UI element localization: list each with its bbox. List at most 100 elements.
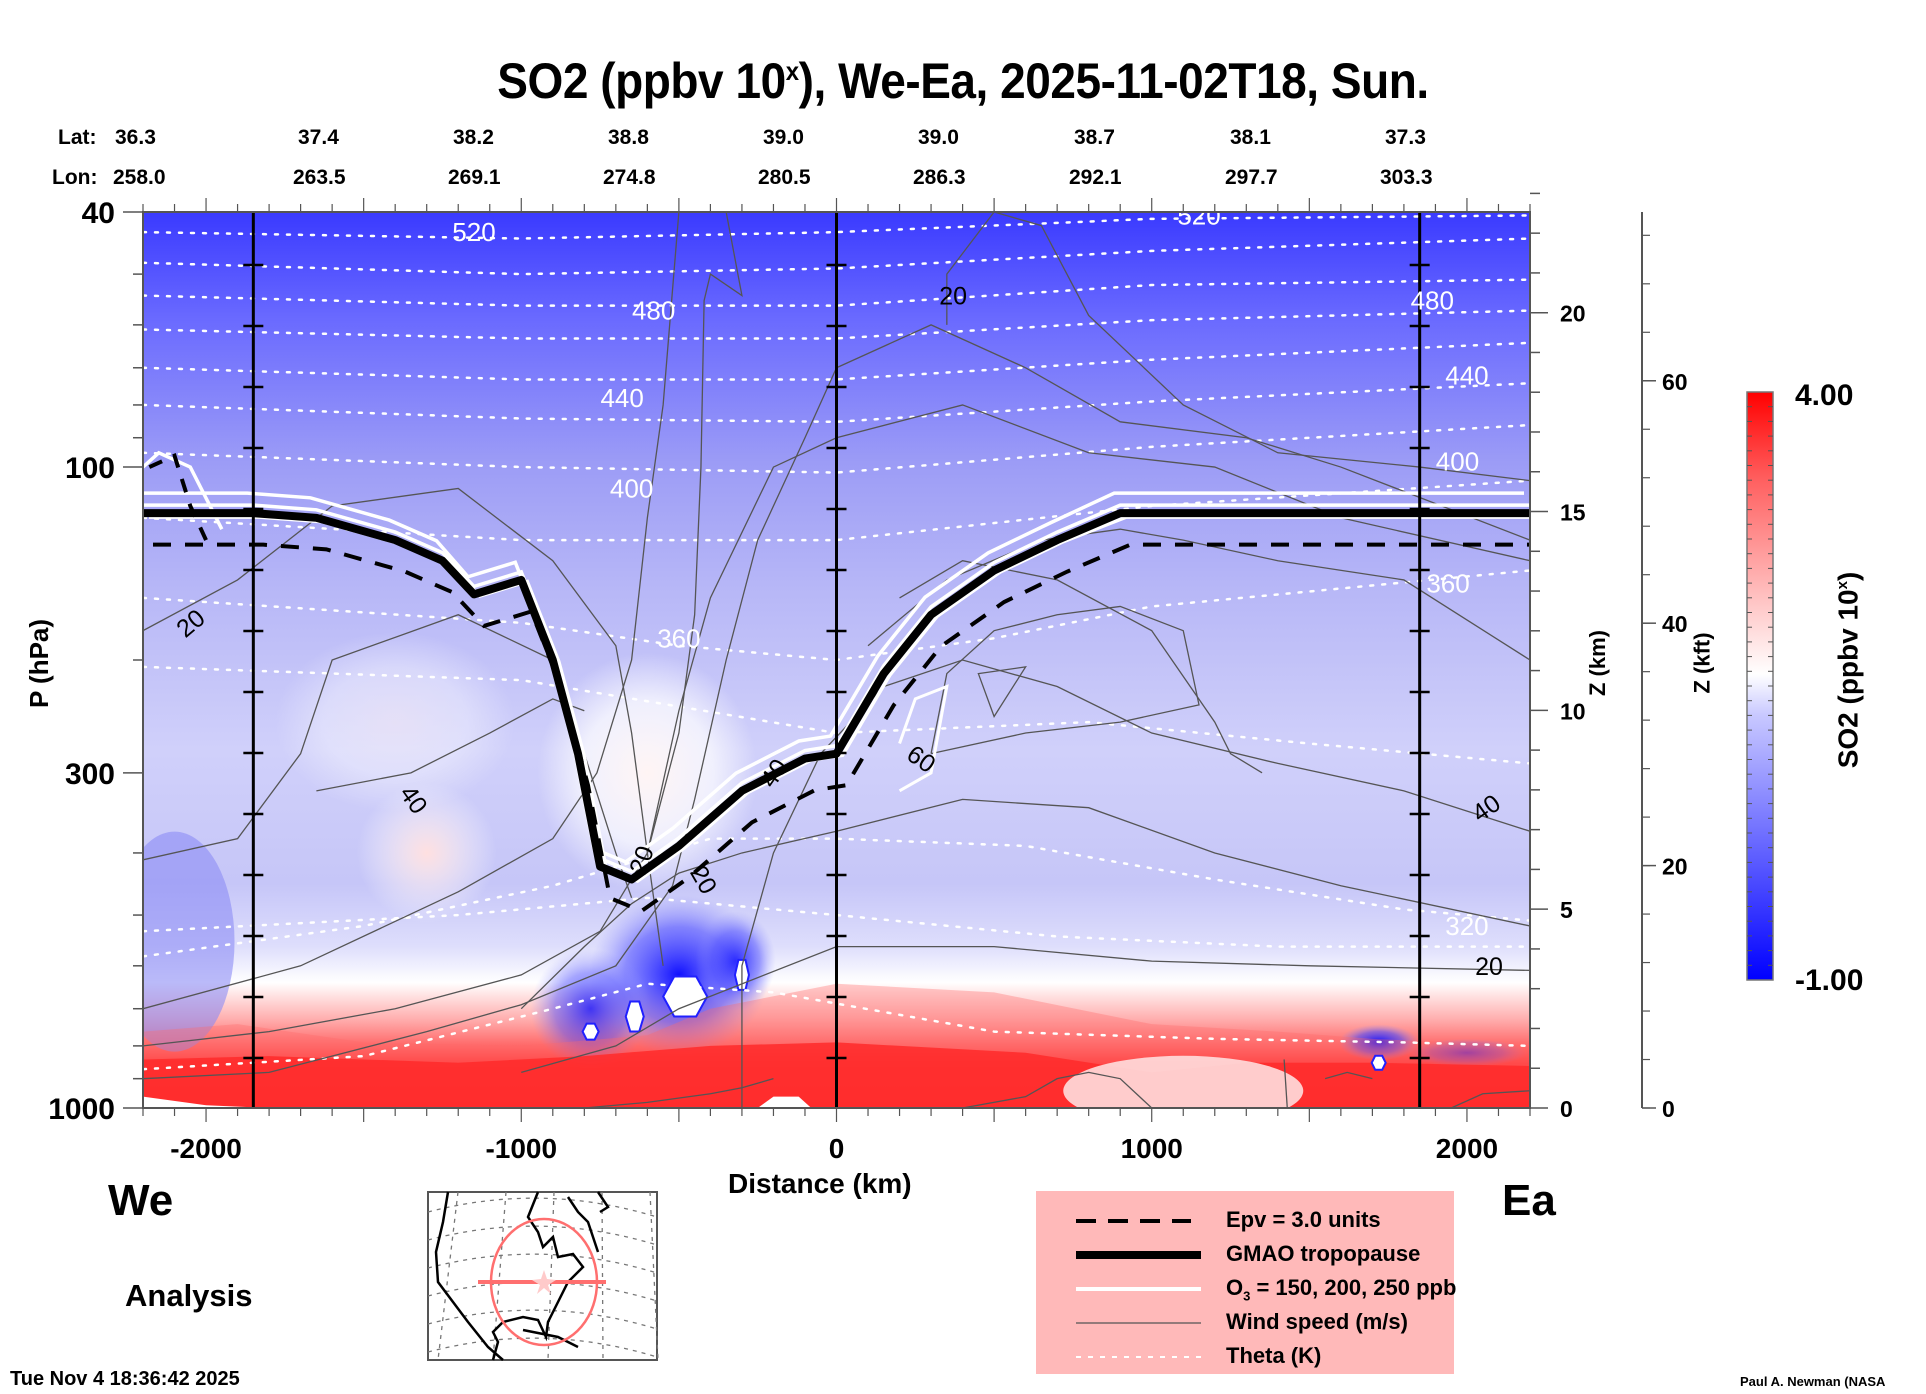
wind-speed-contour — [977, 666, 1027, 718]
map-graticule — [427, 1337, 658, 1358]
lat-value: 38.7 — [1074, 126, 1115, 149]
map-graticule — [427, 1309, 658, 1330]
x-tick-label: 2000 — [1436, 1133, 1498, 1164]
z-km-tick-label: 0 — [1560, 1096, 1573, 1122]
legend-swatch-dotted — [1076, 1356, 1201, 1358]
wind-speed-contour — [930, 605, 1200, 755]
x-axis-title: Distance (km) — [728, 1168, 912, 1199]
colorbar-max-label: 4.00 — [1795, 379, 1853, 412]
east-label: Ea — [1502, 1176, 1556, 1225]
z-km-axis-title: Z (km) — [1585, 630, 1610, 696]
theta-label: 360 — [657, 623, 700, 653]
so2-near-zero-region — [356, 782, 497, 923]
z-km-tick-label: 20 — [1560, 301, 1586, 327]
lon-value: 258.0 — [113, 166, 166, 189]
wind-speed-contour — [143, 614, 633, 899]
legend: Epv = 3.0 units GMAO tropopause O3 = 150… — [1036, 1191, 1456, 1374]
theta-label: 520 — [1177, 200, 1220, 230]
map-coastline — [434, 1191, 504, 1361]
wind-speed-contour — [143, 487, 664, 966]
lat-value: 38.1 — [1230, 126, 1271, 149]
theta-label: 440 — [1445, 361, 1488, 391]
theta-contour — [143, 381, 1530, 424]
map-graticule — [427, 1281, 658, 1302]
lon-value: 286.3 — [913, 166, 966, 189]
theta-label: 440 — [600, 383, 643, 413]
lat-value: 39.0 — [918, 126, 959, 149]
legend-item-o3: O3 = 150, 200, 250 ppb — [1036, 1271, 1456, 1305]
y-tick-label: 40 — [82, 197, 115, 230]
o3-contour — [143, 503, 1530, 874]
map-graticule — [601, 1191, 604, 1361]
theta-label: 400 — [610, 473, 653, 503]
map-coastline — [596, 1191, 610, 1214]
z-kft-tick-label: 0 — [1662, 1096, 1675, 1122]
missing-data-cell — [1370, 1054, 1387, 1071]
legend-swatch-thick — [1076, 1251, 1201, 1259]
legend-swatch-white — [1076, 1287, 1201, 1291]
wind-speed-contour — [521, 945, 1530, 1074]
map-center-star-icon — [532, 1270, 556, 1294]
map-coastline — [566, 1196, 600, 1253]
epv-contour — [148, 452, 208, 541]
legend-item-theta: Theta (K) — [1036, 1339, 1454, 1373]
z-kft-tick-label: 60 — [1662, 369, 1688, 395]
legend-swatch-thin — [1076, 1322, 1201, 1324]
lon-value: 269.1 — [448, 166, 501, 189]
missing-data-cell — [662, 975, 709, 1018]
wind-speed-contour — [962, 1071, 1153, 1108]
legend-swatch-dashed — [1076, 1219, 1191, 1223]
wind-speed-contour — [899, 560, 1263, 774]
theta-contour — [143, 341, 1530, 381]
so2-negative-region — [530, 948, 651, 1069]
x-tick-label: 1000 — [1121, 1133, 1183, 1164]
x-tick-label: -2000 — [170, 1133, 242, 1164]
x-tick-label: -1000 — [485, 1133, 557, 1164]
theta-contour — [143, 309, 1530, 340]
timestamp: Tue Nov 4 18:36:42 2025 — [10, 1368, 240, 1390]
lon-key: Lon: — [52, 166, 98, 189]
credit: Paul A. Newman (NASA — [1740, 1374, 1886, 1389]
y-tick-label: 100 — [65, 452, 115, 485]
lat-value: 36.3 — [115, 126, 156, 149]
lon-value: 280.5 — [758, 166, 811, 189]
map-coastline — [522, 1328, 579, 1349]
chart-title: SO2 (ppbv 10x), We-Ea, 2025-11-02T18, Su… — [497, 53, 1429, 109]
theta-contour — [143, 982, 1530, 1071]
map-graticule — [427, 1225, 658, 1246]
map-graticule — [437, 1191, 459, 1361]
lat-value: 38.2 — [453, 126, 494, 149]
o3-contour — [143, 491, 1524, 864]
wind-speed-contour — [584, 1078, 774, 1108]
theta-contour — [143, 237, 1530, 276]
so2-negative-region — [143, 831, 235, 1052]
map-coastline — [491, 1191, 585, 1361]
theta-contour — [143, 278, 1530, 307]
map-graticule — [492, 1191, 507, 1361]
lat-value: 37.3 — [1385, 126, 1426, 149]
analysis-label: Analysis — [125, 1278, 253, 1313]
wind-speed-contour — [1450, 1090, 1530, 1108]
missing-data-cell — [624, 1000, 645, 1033]
theta-contour — [143, 214, 1530, 240]
map-graticule — [427, 1253, 658, 1274]
y-tick-label: 1000 — [48, 1093, 115, 1126]
lat-key: Lat: — [58, 126, 97, 149]
colorbar-min-label: -1.00 — [1795, 964, 1863, 997]
lon-value: 297.7 — [1225, 166, 1278, 189]
wind-speed-contour — [1283, 1059, 1288, 1108]
o3-contour — [898, 684, 949, 793]
z-km-tick-label: 5 — [1560, 897, 1573, 923]
wind-speed-contour — [946, 212, 1530, 482]
wind-speed-contour — [143, 324, 1530, 1080]
west-label: We — [108, 1176, 174, 1225]
y-tick-label: 300 — [65, 758, 115, 791]
theta-label: 360 — [1426, 569, 1469, 599]
wind-speed-contour — [646, 212, 743, 854]
theta-label: 480 — [1411, 286, 1454, 316]
terrain-mask — [757, 1096, 812, 1108]
lon-value: 274.8 — [603, 166, 656, 189]
x-tick-label: 0 — [829, 1133, 845, 1164]
theta-contour — [143, 665, 1530, 765]
z-km-tick-label: 10 — [1560, 698, 1586, 724]
